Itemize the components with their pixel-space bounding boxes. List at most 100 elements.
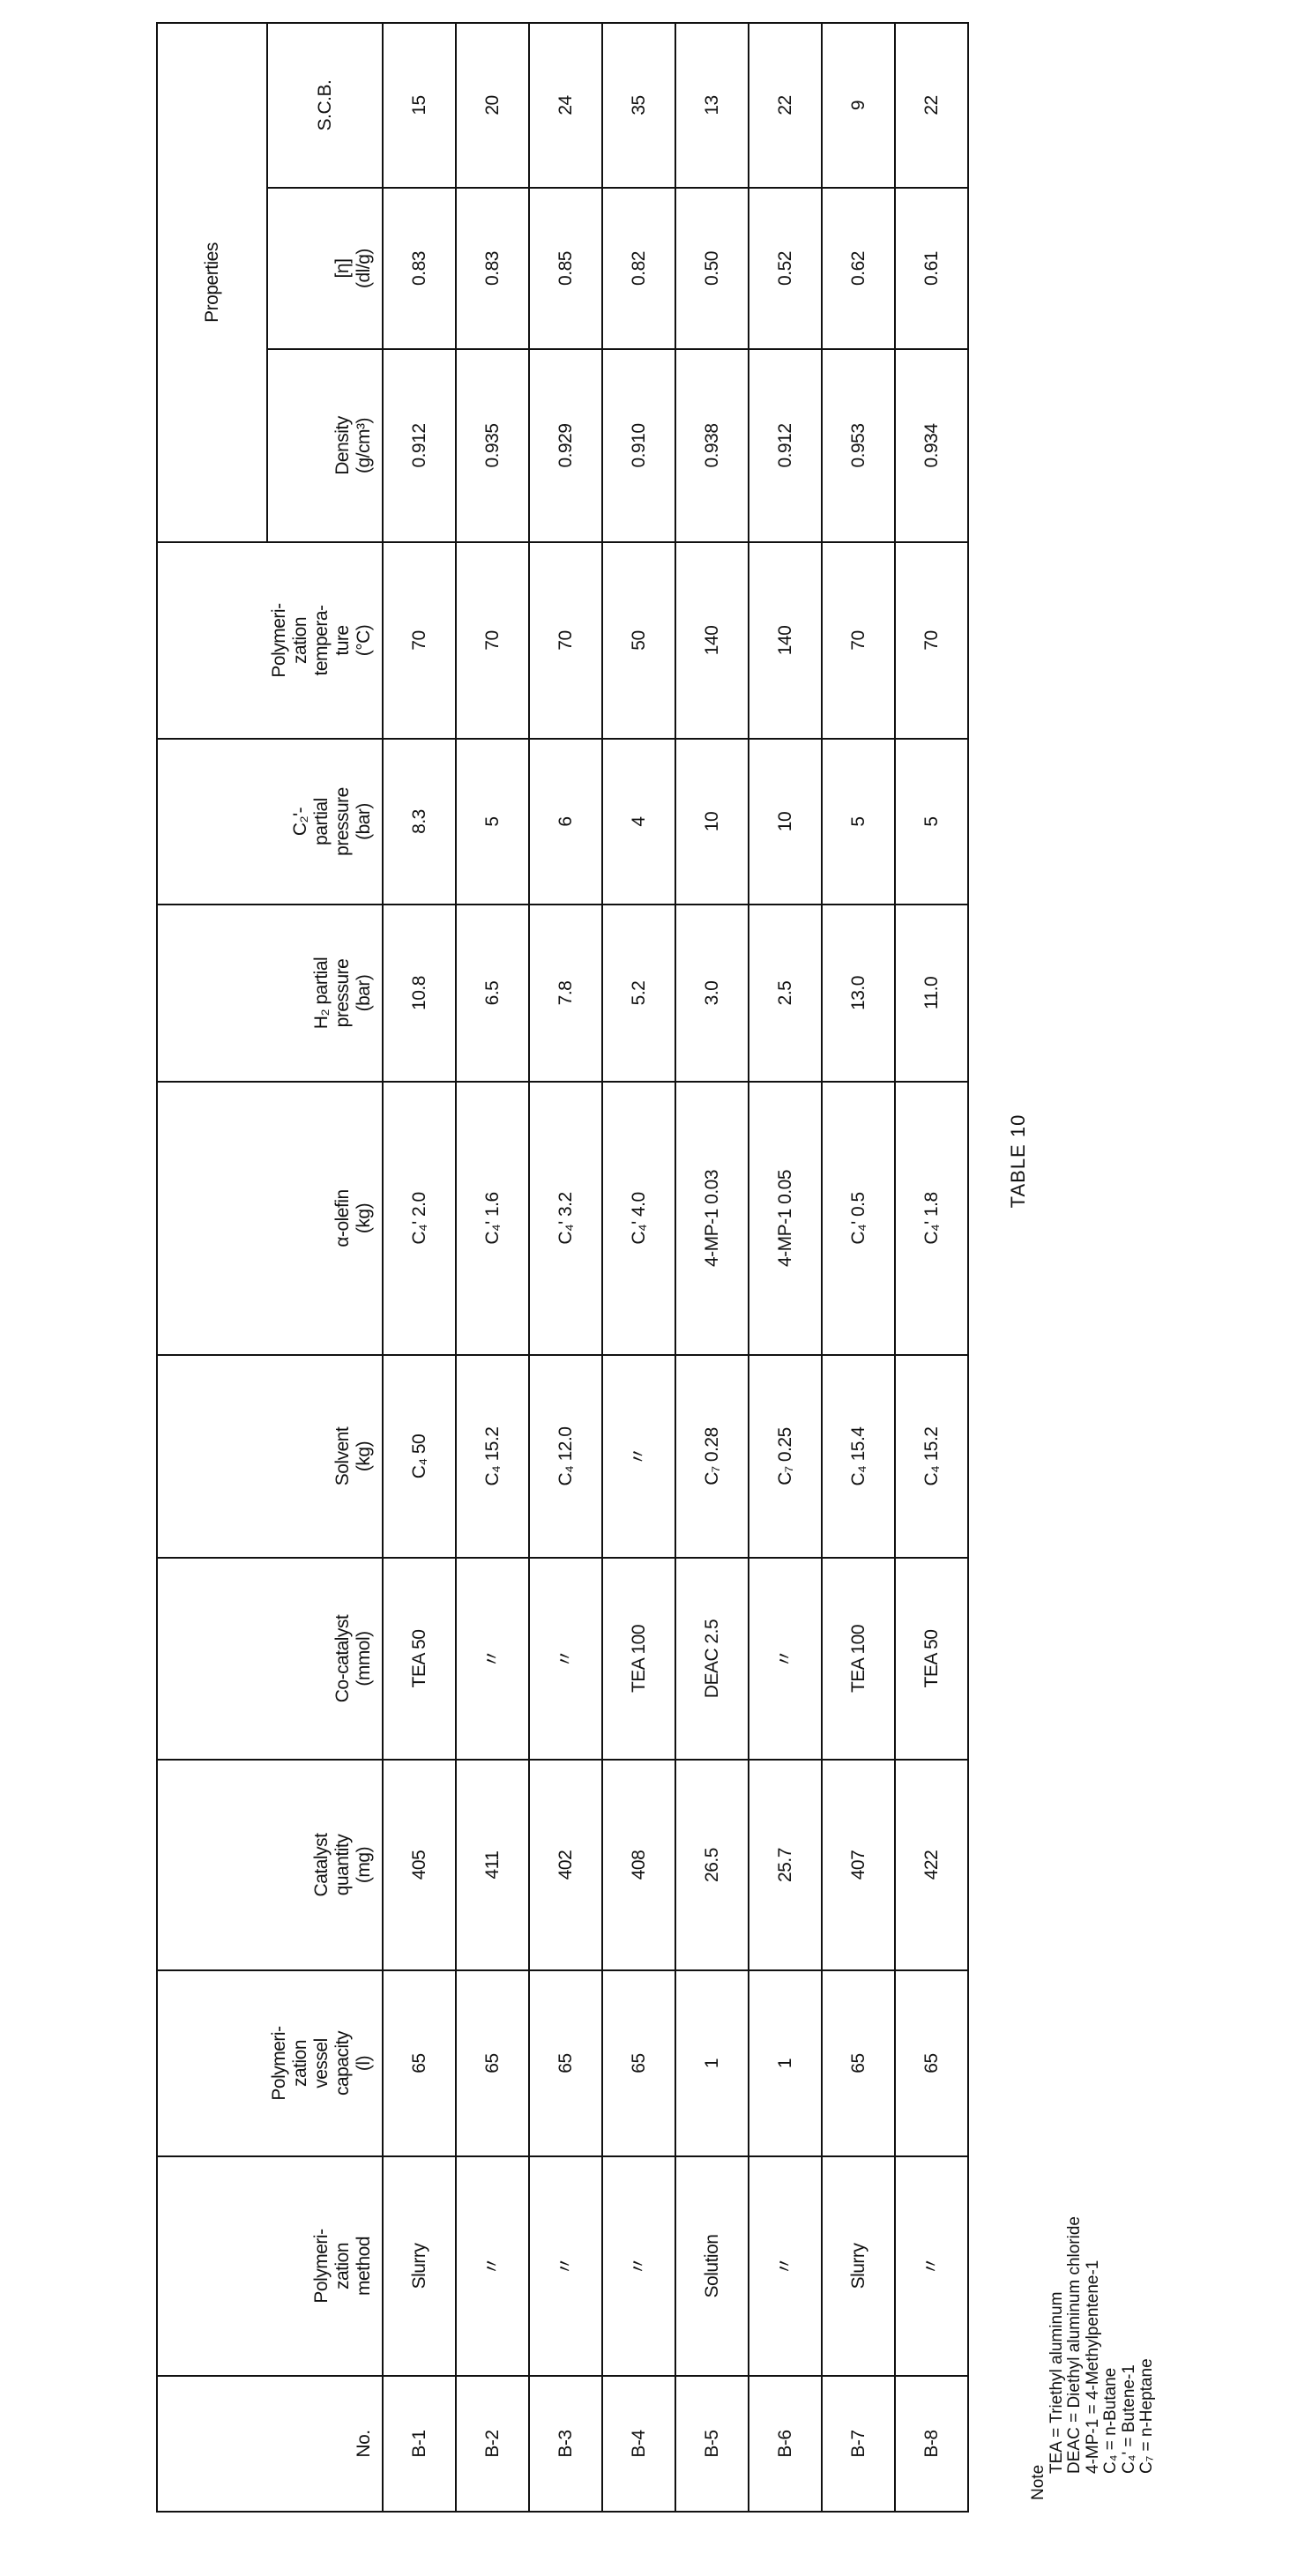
table-cell: 0.938 [675,349,749,542]
table-cell: 0.62 [822,188,895,349]
table-row: B-1Slurry65405TEA 50C₄ 50C₄' 2.010.88.37… [383,23,456,2512]
table-cell: 4-MP-1 0.05 [749,1082,822,1355]
note-heading: Note [1030,2216,1048,2500]
table-cell: 8.3 [383,739,456,905]
table-cell: 408 [602,1760,675,1970]
table-cell: 6 [529,739,602,905]
table-cell: 〃 [602,1355,675,1558]
table-cell: 10.8 [383,905,456,1082]
table-cell: 10 [749,739,822,905]
data-table: No. Polymeri- zation method Polymeri- za… [156,22,969,2513]
table-cell: 13 [675,23,749,188]
table-cell: 〃 [456,1558,529,1760]
table-cell: C₄' 1.6 [456,1082,529,1355]
table-cell: TEA 100 [602,1558,675,1760]
table-cell: Slurry [822,2156,895,2376]
table-cell: 140 [749,542,822,739]
table-cell: 6.5 [456,905,529,1082]
table-cell: 〃 [456,2156,529,2376]
table-cell: 5.2 [602,905,675,1082]
table-row: B-4〃65408TEA 100〃C₄' 4.05.24500.9100.823… [602,23,675,2512]
table-title: TABLE 10 [1007,1104,1030,1218]
note-line: C₄' = Butene-1 [1121,2216,1139,2474]
table-cell: 65 [383,1970,456,2156]
header-vessel: Polymeri- zation vessel capacity (l) [157,1970,383,2156]
table-row: B-6〃125.7〃C₇ 0.254-MP-1 0.052.5101400.91… [749,23,822,2512]
note-line: DEAC = Diethyl aluminum chloride [1066,2216,1085,2474]
table-cell: C₇ 0.28 [675,1355,749,1558]
table-cell: 35 [602,23,675,188]
table-cell: B-4 [602,2376,675,2512]
table-cell: 13.0 [822,905,895,1082]
table-cell: 26.5 [675,1760,749,1970]
table-cell: 〃 [749,1558,822,1760]
table-cell: C₄ 15.2 [456,1355,529,1558]
table-cell: 0.929 [529,349,602,542]
header-olefin: α-olefin (kg) [157,1082,383,1355]
table-cell: B-3 [529,2376,602,2512]
table-row: B-2〃65411〃C₄ 15.2C₄' 1.66.55700.9350.832… [456,23,529,2512]
table-cell: 1 [675,1970,749,2156]
note-line: TEA = Triethyl aluminum [1048,2216,1067,2474]
table-cell: B-7 [822,2376,895,2512]
header-properties: Properties [157,23,267,542]
table-cell: 0.910 [602,349,675,542]
header-c2: C₂'- partial pressure (bar) [157,739,383,905]
table-cell: 9 [822,23,895,188]
table-cell: TEA 50 [383,1558,456,1760]
table-cell: C₇ 0.25 [749,1355,822,1558]
table-cell: 22 [895,23,968,188]
table-cell: 5 [822,739,895,905]
table-cell: 70 [383,542,456,739]
table-cell: 402 [529,1760,602,1970]
table-cell: 65 [529,1970,602,2156]
header-no: No. [157,2376,383,2512]
table-cell: DEAC 2.5 [675,1558,749,1760]
table-cell: 24 [529,23,602,188]
table-cell: 〃 [749,2156,822,2376]
table-cell: 0.912 [749,349,822,542]
table-row: B-5Solution126.5DEAC 2.5C₇ 0.284-MP-1 0.… [675,23,749,2512]
table-cell: 〃 [529,1558,602,1760]
table-cell: 4-MP-1 0.03 [675,1082,749,1355]
table-cell: 1 [749,1970,822,2156]
table-cell: C₄ 50 [383,1355,456,1558]
table-cell: 20 [456,23,529,188]
table-cell: TEA 50 [895,1558,968,1760]
table-cell: B-8 [895,2376,968,2512]
table-cell: Slurry [383,2156,456,2376]
note-line: C₄ = n-Butane [1102,2216,1121,2474]
table-cell: 70 [822,542,895,739]
table-cell: 411 [456,1760,529,1970]
table-cell: C₄' 3.2 [529,1082,602,1355]
header-density: Density (g/cm³) [267,349,383,542]
table-cell: 70 [529,542,602,739]
table-cell: 0.83 [456,188,529,349]
table-cell: 〃 [602,2156,675,2376]
header-catalyst: Catalyst quantity (mg) [157,1760,383,1970]
table-cell: 11.0 [895,905,968,1082]
note-lines: TEA = Triethyl aluminumDEAC = Diethyl al… [1048,2216,1157,2474]
table-cell: 422 [895,1760,968,1970]
table-cell: 0.82 [602,188,675,349]
table-cell: 0.953 [822,349,895,542]
table-cell: 65 [602,1970,675,2156]
table-cell: C₄ 15.4 [822,1355,895,1558]
table-cell: 5 [895,739,968,905]
table-cell: 22 [749,23,822,188]
table-cell: 7.8 [529,905,602,1082]
table-cell: 0.935 [456,349,529,542]
table-cell: 65 [456,1970,529,2156]
table-cell: 140 [675,542,749,739]
table-cell: C₄' 4.0 [602,1082,675,1355]
table-row: B-8〃65422TEA 50C₄ 15.2C₄' 1.811.05700.93… [895,23,968,2512]
table-cell: 15 [383,23,456,188]
table-cell: 405 [383,1760,456,1970]
table-cell: 0.912 [383,349,456,542]
table-cell: 407 [822,1760,895,1970]
table-cell: 0.50 [675,188,749,349]
table-cell: C₄' 2.0 [383,1082,456,1355]
table-cell: 0.61 [895,188,968,349]
header-method: Polymeri- zation method [157,2156,383,2376]
